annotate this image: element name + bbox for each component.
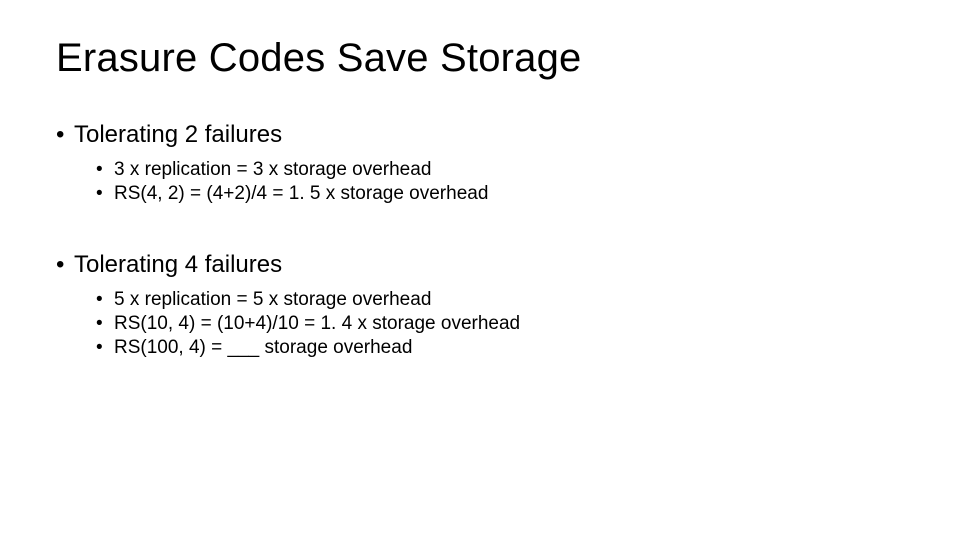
- slide-title: Erasure Codes Save Storage: [56, 36, 904, 81]
- section-heading: Tolerating 2 failures: [56, 121, 904, 149]
- slide: Erasure Codes Save Storage Tolerating 2 …: [0, 0, 960, 540]
- list-item: RS(4, 2) = (4+2)/4 = 1. 5 x storage over…: [56, 183, 904, 205]
- list-item: RS(10, 4) = (10+4)/10 = 1. 4 x storage o…: [56, 313, 904, 335]
- section-heading: Tolerating 4 failures: [56, 251, 904, 279]
- list-item: RS(100, 4) = ___ storage overhead: [56, 337, 904, 359]
- section-1: Tolerating 4 failures 5 x replication = …: [56, 251, 904, 359]
- section-0: Tolerating 2 failures 3 x replication = …: [56, 121, 904, 205]
- list-item: 3 x replication = 3 x storage overhead: [56, 159, 904, 181]
- list-item: 5 x replication = 5 x storage overhead: [56, 289, 904, 311]
